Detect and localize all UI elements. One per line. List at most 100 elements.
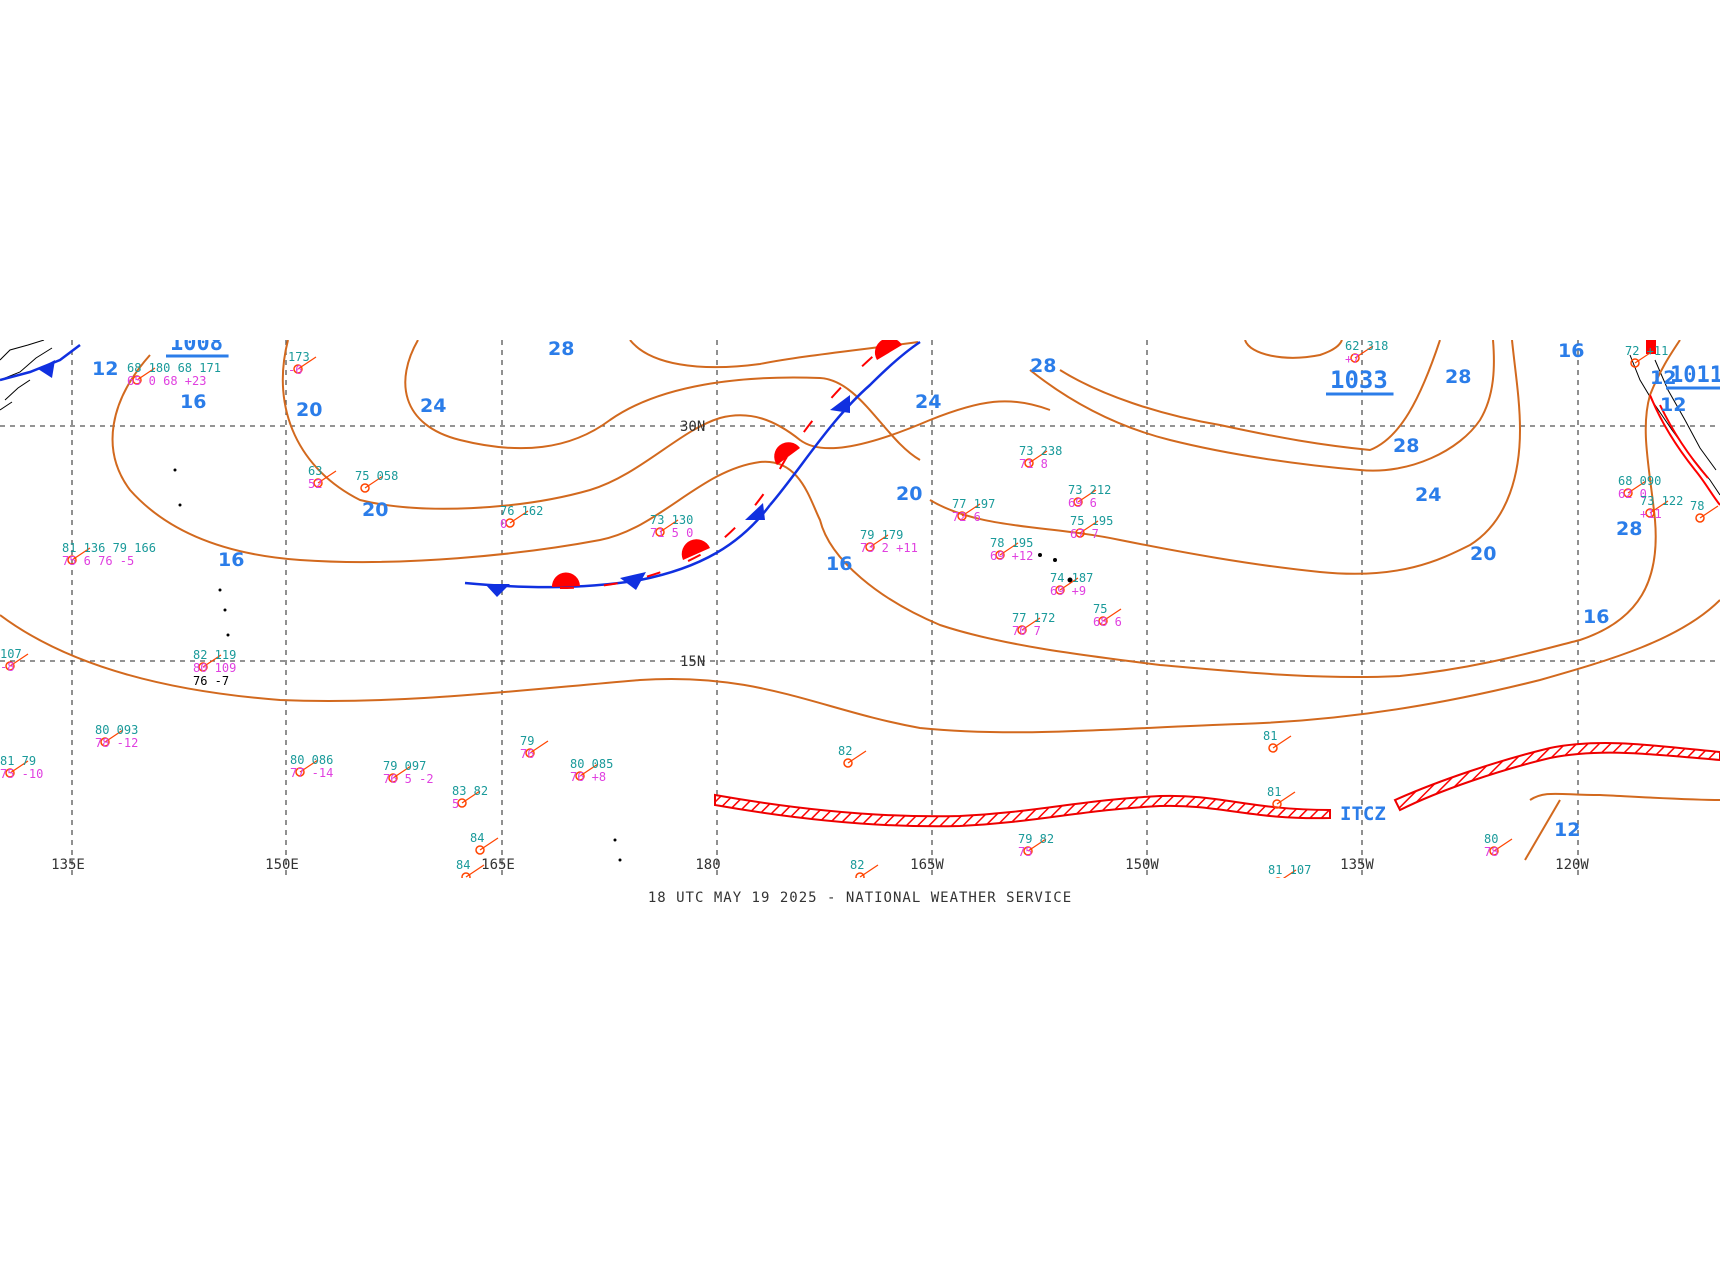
station-text: 69 +12 [990,549,1033,563]
station-circle [360,483,370,493]
station-text: 84 [456,858,470,872]
station-text: 81 79 [0,754,36,768]
station-text: 80 [1484,832,1498,846]
wind-barb [1028,450,1048,464]
station-circle [865,542,875,552]
wind-barb [509,510,529,524]
front-east-line [1649,394,1720,506]
longitude-label: 120W [1555,857,1589,873]
itcz-label: ITCZ [1340,803,1386,825]
station-plot: 81 [1267,785,1296,809]
station-circle [1023,846,1033,856]
pressure-center-high: 1033 [1330,366,1388,394]
station-plot: 107-8 [0,647,29,674]
station-text: 68 090 [1618,474,1661,488]
longitude-label: 165W [910,857,944,873]
wind-barb [1079,520,1099,534]
station-text: 81 136 79 166 [62,541,156,555]
front-east-marker [1646,340,1656,354]
station-text: 0 [500,517,507,531]
isobar-label: 12 [92,358,118,380]
itcz-segment-west [714,793,1331,828]
station-text: 75 058 [355,469,398,483]
pressure-centers: 1033 1008 1011 [166,331,1720,396]
isobar-24 [404,340,921,461]
wind-barb [136,367,156,381]
wind-barb [1077,489,1097,503]
coastlines [0,340,1720,862]
station-text: 79 82 [1018,832,1054,846]
station-circle [655,527,665,537]
station-text: 79 179 [860,528,903,542]
japan-coastline [0,340,53,411]
station-text: 79 [520,734,534,748]
cold-front-barb [830,395,850,413]
wind-barb [1493,838,1513,852]
station-plot: 62 318+7 [1345,340,1388,366]
wind-barb [1102,608,1122,622]
station-circle [293,364,303,374]
station-text: 75 -10 [0,767,43,781]
station-circle [1272,799,1282,809]
station-plot: 84 [456,858,485,878]
longitude-label: 150E [265,857,299,873]
station-circle [1630,358,1640,368]
station-text: 77 -14 [290,766,333,780]
station-plot: 82 [838,744,867,768]
isobar-label: 20 [1470,543,1496,565]
wind-barb [961,503,981,517]
isobar-12-b [1524,799,1561,861]
station-text: 78 -12 [95,736,138,750]
wind-barb [579,763,599,777]
isobar-label: 28 [1393,435,1419,457]
station-text: 81 [1267,785,1281,799]
wind-barb [9,653,29,667]
isobar-28-a [629,340,919,369]
station-circle [132,375,142,385]
station-circle [1268,743,1278,753]
station-text: 82 119 [193,648,236,662]
station-text: -8 [0,660,14,674]
station-text: +7 [1345,352,1359,366]
isobar-12-a [1529,792,1720,801]
station-text: 73 212 [1068,483,1111,497]
station-text: 173 [288,350,310,364]
station-text: 82 [838,744,852,758]
isobar-28-c [1244,340,1343,359]
isobar-label: 28 [548,338,574,360]
isobar-label: 16 [826,553,852,575]
station-circle [1695,513,1705,523]
station-plot: 84 [470,831,499,855]
wind-barb [9,760,29,774]
pressure-center-low: 1008 [170,331,223,356]
station-plot: 82 [850,858,879,878]
station-text: 78 195 [990,536,1033,550]
lat-lon-grid [0,340,1720,878]
station-text: 70 7 [1012,624,1041,638]
wind-barb [297,356,317,370]
station-text: 84 [470,831,484,845]
wind-barb [1649,500,1669,514]
wind-barb [529,740,549,754]
station-text: 74 187 [1050,571,1093,585]
station-circle [100,737,110,747]
longitude-label: 135E [51,857,85,873]
cold-front-line-north [769,340,921,506]
isobar-label: 20 [896,483,922,505]
station-text: 76 [520,747,534,761]
station-text: 62 0 [1618,487,1647,501]
station-text: +11 [1640,507,1662,521]
station-plot: 78 [1690,499,1719,523]
